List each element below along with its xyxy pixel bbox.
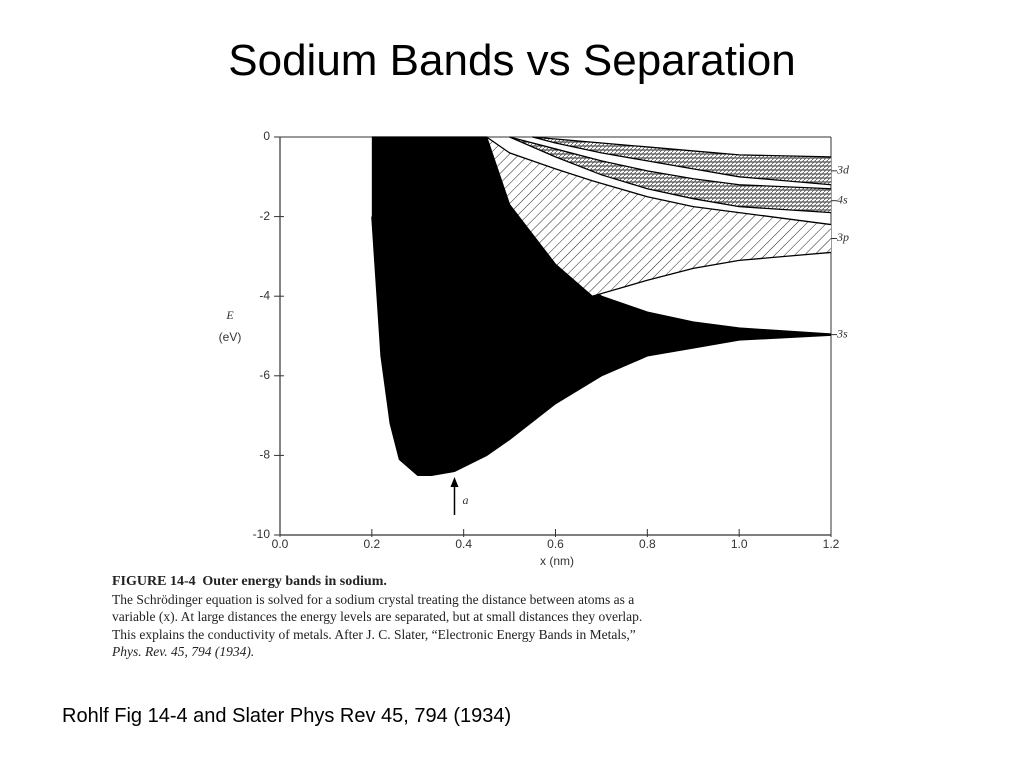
caption-title: Outer energy bands in sodium. bbox=[202, 574, 387, 589]
band-label: 3d bbox=[836, 163, 850, 177]
footer: Rohlf Fig 14-4 and Slater Phys Rev 45, 7… bbox=[62, 705, 512, 727]
caption-line: Phys. Rev. 45, 794 (1934). bbox=[112, 644, 255, 659]
caption-line: variable (x). At large distances the ene… bbox=[112, 609, 643, 624]
annotation-arrowhead bbox=[450, 477, 459, 487]
x-tick-label: 0.6 bbox=[547, 537, 564, 551]
y-axis-unit: (eV) bbox=[219, 330, 242, 344]
band-upper-edge bbox=[509, 136, 832, 190]
band-area bbox=[371, 137, 831, 476]
x-tick-label: 0.2 bbox=[363, 537, 380, 551]
band-lower-edge bbox=[532, 136, 832, 186]
band-area bbox=[532, 137, 831, 185]
caption-line: The Schrödinger equation is solved for a… bbox=[112, 591, 635, 607]
figure-caption: FIGURE 14-4 Outer energy bands in sodium… bbox=[112, 572, 772, 661]
y-axis-label: E bbox=[225, 308, 234, 322]
x-tick-label: 0.8 bbox=[639, 537, 656, 551]
band-lower-edge bbox=[509, 136, 832, 214]
y-tick-label: -10 bbox=[253, 527, 271, 541]
band-upper-edge bbox=[532, 136, 832, 158]
y-tick-label: -2 bbox=[259, 209, 270, 223]
y-tick-label: -6 bbox=[259, 368, 270, 382]
caption-line: This explains the conductivity of metals… bbox=[112, 626, 636, 642]
band-upper-edge bbox=[486, 136, 832, 226]
slide-title: Sodium Bands vs Separation bbox=[228, 36, 796, 85]
annotation-label: a bbox=[462, 493, 468, 507]
band-area bbox=[509, 137, 831, 213]
y-tick-label: -8 bbox=[259, 448, 270, 462]
band-lower-edge bbox=[371, 216, 832, 476]
band-label: 3p bbox=[836, 230, 849, 244]
band-label: 3s bbox=[836, 326, 848, 340]
band-area bbox=[486, 137, 831, 297]
band-label: 4s bbox=[837, 192, 848, 206]
x-tick-label: 1.2 bbox=[823, 537, 840, 551]
x-tick-label: 1.0 bbox=[731, 537, 748, 551]
chart: E (eV) x (nm) 0 -2 -4 -6 -8 -100.0 0.2 0.4 0.6 0.… bbox=[218, 129, 850, 569]
x-tick-label: 0.0 bbox=[272, 537, 289, 551]
y-tick-label: -4 bbox=[259, 288, 270, 302]
x-tick-label: 0.4 bbox=[455, 537, 472, 551]
band-lower-edge bbox=[486, 136, 832, 297]
y-tick-label: 0 bbox=[263, 129, 270, 143]
x-axis-label: x (nm) bbox=[540, 554, 574, 568]
caption-label: FIGURE 14-4 bbox=[112, 574, 196, 589]
